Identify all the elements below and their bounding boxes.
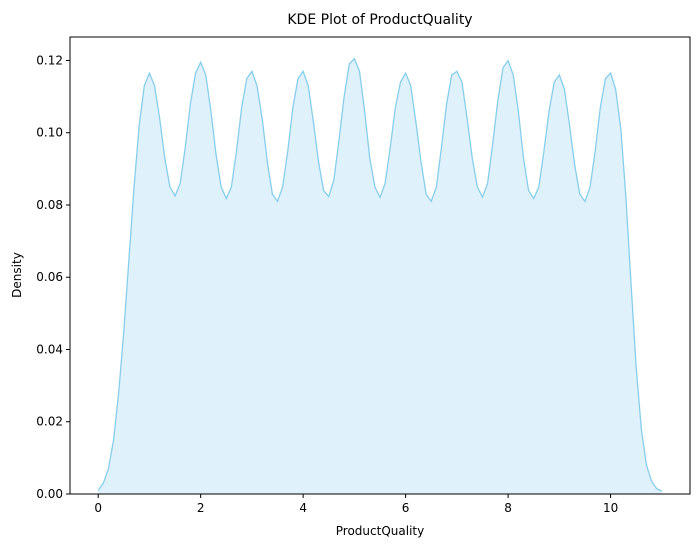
x-tick-label: 4 — [299, 501, 307, 515]
y-tick-label: 0.04 — [36, 342, 63, 356]
x-tick-label: 0 — [94, 501, 102, 515]
y-tick-label: 0.10 — [36, 126, 63, 140]
y-tick-label: 0.02 — [36, 415, 63, 429]
plot-area — [97, 57, 663, 495]
x-tick-label: 8 — [504, 501, 512, 515]
plot-frame — [69, 36, 691, 495]
y-axis-ticks: 0.00 0.02 0.04 0.06 0.08 0.10 0.12 — [36, 53, 70, 501]
chart-title: KDE Plot of ProductQuality — [287, 12, 472, 28]
y-axis-label: Density — [10, 252, 24, 298]
x-axis-ticks: 0 2 4 6 8 10 — [94, 494, 618, 515]
kde-fill-area — [98, 58, 662, 495]
x-tick-label: 10 — [603, 501, 618, 515]
y-tick-label: 0.06 — [36, 270, 63, 284]
y-tick-label: 0.00 — [36, 487, 63, 501]
x-tick-label: 2 — [197, 501, 205, 515]
y-tick-label: 0.08 — [36, 198, 63, 212]
x-axis-label: ProductQuality — [336, 524, 424, 538]
x-tick-label: 6 — [402, 501, 410, 515]
kde-density-line — [97, 57, 663, 492]
y-tick-label: 0.12 — [36, 53, 63, 67]
